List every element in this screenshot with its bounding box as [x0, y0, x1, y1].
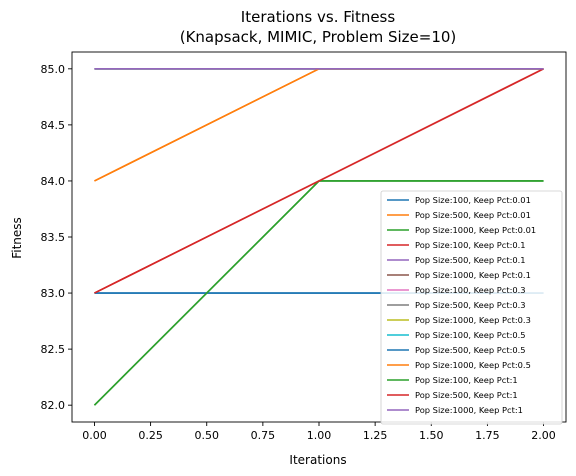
x-tick-label: 0.25: [138, 429, 163, 442]
legend-label-13: Pop Size:100, Keep Pct:1: [415, 375, 518, 385]
legend-label-9: Pop Size:1000, Keep Pct:0.3: [415, 315, 531, 325]
legend-label-12: Pop Size:1000, Keep Pct:0.5: [415, 360, 531, 370]
legend-label-6: Pop Size:1000, Keep Pct:0.1: [415, 270, 531, 280]
y-tick-label: 82.0: [41, 399, 66, 412]
legend-label-2: Pop Size:500, Keep Pct:0.01: [415, 210, 531, 220]
legend-label-7: Pop Size:100, Keep Pct:0.3: [415, 285, 526, 295]
series-line-14: [94, 68, 544, 294]
legend: Pop Size:100, Keep Pct:0.01 Pop Size:500,…: [380, 190, 563, 425]
legend-label-5: Pop Size:500, Keep Pct:0.1: [415, 255, 526, 265]
y-tick-label: 83.0: [41, 287, 66, 300]
x-tick-label: 1.75: [475, 429, 500, 442]
x-axis-label: Iterations: [289, 453, 346, 467]
x-tick-label: 1.25: [363, 429, 388, 442]
y-tick-label: 84.5: [41, 119, 66, 132]
x-tick-label: 1.50: [419, 429, 444, 442]
legend-label-10: Pop Size:100, Keep Pct:0.5: [415, 330, 526, 340]
legend-label-4: Pop Size:100, Keep Pct:0.1: [415, 240, 526, 250]
y-tick-label: 85.0: [41, 63, 66, 76]
legend-label-14: Pop Size:500, Keep Pct:1: [415, 390, 518, 400]
x-tick-label: 0.75: [251, 429, 276, 442]
legend-label-3: Pop Size:1000, Keep Pct:0.01: [415, 225, 536, 235]
y-tick-label: 84.0: [41, 175, 66, 188]
axes: 0.00 0.25 0.50 0.75 1.00 1.25 1.50 1.75 2.00 82.0…: [41, 51, 567, 442]
chart-title-line-2: (Knapsack, MIMIC, Problem Size=10): [180, 28, 457, 46]
legend-box: [380, 190, 563, 425]
y-axis-label: Fitness: [10, 217, 24, 259]
y-tick-label: 82.5: [41, 343, 66, 356]
legend-label-15: Pop Size:1000, Keep Pct:1: [415, 405, 523, 415]
x-tick-label: 0.50: [194, 429, 219, 442]
legend-label-1: Pop Size:100, Keep Pct:0.01: [415, 195, 531, 205]
y-tick-label: 83.5: [41, 231, 66, 244]
x-tick-label: 0.00: [82, 429, 107, 442]
legend-label-8: Pop Size:500, Keep Pct:0.3: [415, 300, 526, 310]
chart-title-line-1: Iterations vs. Fitness: [241, 8, 396, 26]
x-tick-label: 1.00: [307, 429, 332, 442]
x-tick-label: 2.00: [531, 429, 556, 442]
legend-label-11: Pop Size:500, Keep Pct:0.5: [415, 345, 526, 355]
